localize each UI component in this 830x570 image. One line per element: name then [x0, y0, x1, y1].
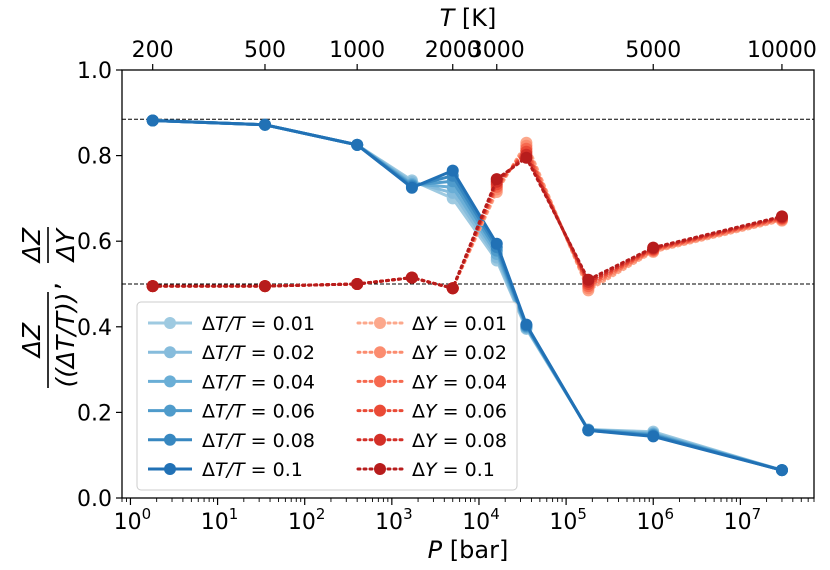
legend-item: ΔY = 0.01: [356, 313, 507, 335]
top-tick-label: 5000: [625, 38, 681, 63]
legend-item: ΔT/T = 0.1: [148, 459, 303, 481]
x-tick-label: 105: [549, 505, 587, 535]
series-dT-5: [146, 114, 788, 477]
y-label-comma: ,: [35, 282, 65, 290]
top-axis-label: T [K]: [440, 4, 497, 32]
legend-label: ΔT/T = 0.1: [202, 459, 303, 481]
y-label-group: ΔZ ((ΔT/T)),ΔZ ΔY: [17, 227, 80, 388]
data-point: [647, 241, 660, 254]
legend: ΔT/T = 0.01 ΔT/T = 0.02 ΔT/T = 0.04 ΔT/T = …: [136, 301, 518, 491]
legend-item: ΔY = 0.1: [356, 459, 495, 481]
y-tick-label: 0.0: [77, 487, 112, 512]
legend-item: ΔY = 0.02: [356, 342, 507, 364]
x-axis-label: P [bar]: [428, 536, 509, 564]
data-point: [490, 173, 503, 186]
data-point: [520, 151, 533, 164]
data-point: [775, 464, 788, 477]
top-tick-label: 500: [244, 38, 286, 63]
series-line: [151, 156, 784, 290]
data-point: [351, 278, 364, 290]
legend-marker: [164, 346, 176, 359]
legend-label: ΔT/T = 0.08: [202, 430, 315, 452]
x-tick-label: 100: [114, 505, 152, 535]
data-point: [582, 273, 595, 286]
legend-label: ΔY = 0.1: [412, 459, 495, 481]
legend-item: ΔT/T = 0.06: [148, 401, 315, 423]
legend-marker: [374, 317, 386, 329]
legend-marker: [374, 433, 386, 446]
top-tick-label: 1000: [329, 38, 385, 63]
legend-label: ΔY = 0.04: [412, 371, 507, 393]
legend-box: [136, 301, 518, 491]
data-point: [446, 282, 459, 295]
legend-item: ΔT/T = 0.08: [148, 430, 315, 452]
data-point: [146, 114, 159, 127]
legend-marker: [164, 463, 176, 475]
data-point: [258, 118, 271, 131]
y-tick-label: 1.0: [77, 59, 112, 84]
x-tick-label: 107: [724, 505, 762, 535]
legend-label: ΔY = 0.08: [412, 430, 507, 452]
legend-label: ΔT/T = 0.04: [202, 371, 315, 393]
reference-lines: [122, 118, 814, 285]
data-point: [520, 318, 533, 331]
y-label-denominator: ΔY: [51, 227, 80, 263]
y-axis-ticks: 0.0 0.2 0.4 0.6 0.8 1.0: [77, 59, 122, 512]
y-tick-label: 0.4: [77, 316, 112, 341]
legend-item: ΔY = 0.08: [356, 430, 507, 452]
y-tick-label: 0.2: [77, 401, 112, 426]
legend-label: ΔY = 0.01: [412, 313, 507, 335]
x-tick-label: 101: [201, 505, 239, 535]
legend-label: ΔY = 0.02: [412, 342, 507, 364]
legend-item: ΔT/T = 0.02: [148, 342, 315, 364]
series-dY-11: [146, 151, 788, 295]
data-point: [647, 430, 660, 443]
legend-marker: [374, 346, 386, 359]
plot-frame: [121, 69, 815, 499]
top-tick-label: 3000: [469, 38, 525, 63]
legend-item: ΔT/T = 0.01: [148, 313, 315, 335]
x-axis-ticks: 100 101 102 103 104 105 106 107: [114, 498, 815, 535]
x-tick-label: 104: [462, 505, 500, 535]
data-point: [405, 181, 418, 194]
legend-item: ΔT/T = 0.04: [148, 371, 315, 393]
series-layer: [146, 114, 788, 477]
data-point: [775, 210, 788, 223]
x-tick-label: 106: [636, 505, 674, 535]
legend-item: ΔY = 0.06: [356, 401, 507, 423]
y-label-denominator: ((ΔT/T)): [51, 292, 80, 387]
legend-marker: [164, 317, 176, 329]
top-tick-label: 2000: [425, 38, 481, 63]
y-label-numerator: ΔZ: [17, 227, 46, 264]
data-point: [258, 280, 271, 293]
legend-marker: [374, 463, 386, 475]
top-tick-label: 10000: [747, 38, 817, 63]
legend-item: ΔY = 0.04: [356, 371, 507, 393]
data-point: [351, 138, 364, 151]
legend-label: ΔT/T = 0.01: [202, 313, 315, 335]
y-axis-label: ΔZ ((ΔT/T)),ΔZ ΔY: [17, 227, 80, 388]
legend-marker: [374, 375, 386, 388]
series-line: [152, 119, 783, 472]
data-point: [490, 237, 503, 250]
data-point: [446, 164, 459, 177]
top-tick-label: 200: [132, 38, 174, 63]
legend-marker: [164, 375, 176, 388]
legend-marker: [374, 404, 386, 417]
legend-label: ΔT/T = 0.06: [202, 401, 315, 423]
legend-marker: [164, 404, 176, 417]
data-point: [582, 424, 595, 437]
y-label-numerator: ΔZ: [17, 322, 46, 359]
y-tick-label: 0.8: [77, 145, 112, 170]
legend-marker: [164, 433, 176, 446]
data-point: [146, 280, 159, 293]
x-tick-label: 102: [288, 505, 326, 535]
legend-label: ΔT/T = 0.02: [202, 342, 315, 364]
x-tick-label: 103: [375, 505, 413, 535]
y-tick-label: 0.6: [77, 230, 112, 255]
legend-label: ΔY = 0.06: [412, 401, 507, 423]
data-point: [405, 271, 418, 284]
